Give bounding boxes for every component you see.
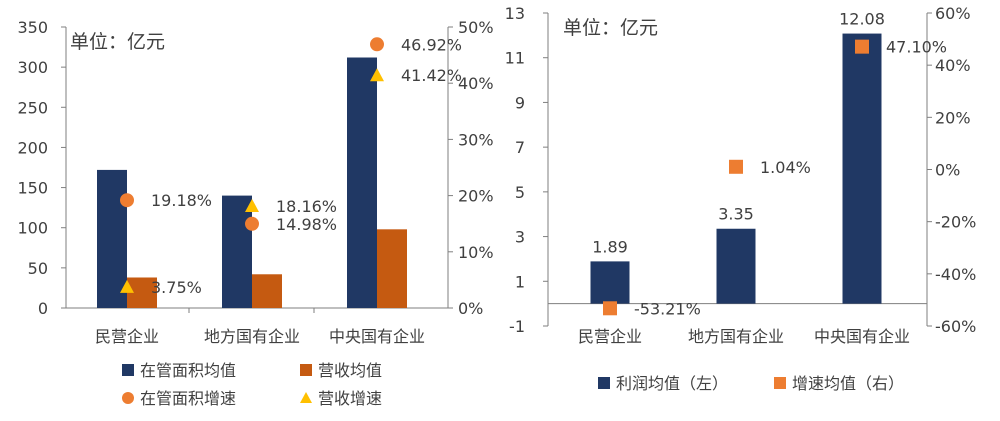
right-tick-label: 0% [935,161,960,180]
marker-1-1 [603,301,617,316]
marker-data-label: 46.92% [401,35,462,54]
marker-2-1 [120,279,134,293]
legend-label: 在管面积增速 [140,389,236,408]
right-tick-label: -40% [935,265,976,284]
left-tick-label: 3 [515,228,525,247]
marker-data-label: 47.10% [886,38,947,57]
marker-data-label: 18.16% [276,197,337,216]
right-tick-label: 60% [935,4,971,23]
left-tick-label: 7 [515,138,525,157]
legend-swatch [300,364,312,376]
marker-1-2 [729,159,743,174]
category-label: 中央国有企业 [329,327,425,346]
legend-swatch [300,392,312,403]
bar-1-1 [590,261,630,304]
left-tick-label: 50 [28,259,48,278]
legend-swatch [598,377,610,389]
bar-data-label: 12.08 [839,10,885,29]
left-tick-label: 100 [17,219,48,238]
right-tick-label: 40% [458,74,494,93]
bar-1-2 [716,228,756,304]
bar-1-2 [222,195,252,308]
bar-1-1 [97,169,127,308]
category-label: 民营企业 [578,327,642,346]
marker-1-3 [855,39,869,54]
right-tick-label: -20% [935,213,976,232]
unit-label: 单位：亿元 [563,17,658,39]
left-tick-label: 1 [515,272,525,291]
category-label: 地方国有企业 [688,327,784,346]
bar-2-2 [252,274,282,308]
right-tick-label: 20% [935,108,971,127]
legend-label: 营收均值 [318,361,382,380]
bar-data-label: 3.35 [718,205,754,224]
left-tick-label: 11 [505,49,525,68]
right-tick-label: 0% [458,299,483,318]
legend-label: 在管面积均值 [140,361,236,380]
marker-1-3 [370,37,384,52]
right-tick-label: 40% [935,56,971,75]
marker-data-label: 14.98% [276,215,337,234]
left-tick-label: -1 [509,317,525,336]
category-label: 地方国有企业 [204,327,300,346]
marker-data-label: 3.75% [151,278,202,297]
right-tick-label: 10% [458,243,494,262]
right-tick-label: 30% [458,130,494,149]
marker-data-label: 41.42% [401,66,462,85]
left-tick-label: 150 [17,179,48,198]
bar-data-label: 1.89 [592,237,628,256]
category-label: 民营企业 [95,327,159,346]
marker-data-label: -53.21% [634,299,701,318]
right-tick-label: 20% [458,187,494,206]
marker-2-2 [245,198,259,212]
left-tick-label: 9 [515,93,525,112]
left-tick-label: 0 [38,299,48,318]
bar-2-3 [377,229,407,308]
left-tick-label: 350 [17,18,48,37]
bar-1-3 [842,33,882,304]
legend-swatch [774,377,786,389]
left-tick-label: 5 [515,183,525,202]
left-tick-label: 300 [17,58,48,77]
category-label: 中央国有企业 [814,327,910,346]
legend-label: 增速均值（右） [792,374,904,393]
bar-1-3 [347,57,377,308]
legend-label: 利润均值（左） [616,374,728,393]
unit-label: 单位：亿元 [70,31,165,53]
legend-swatch [122,364,134,376]
marker-1-2 [245,216,259,231]
marker-data-label: 1.04% [760,158,811,177]
right-tick-label: -60% [935,317,976,336]
legend: 利润均值（左） 增速均值（右） [598,374,904,393]
left-tick-label: 200 [17,138,48,157]
right-tick-label: 50% [458,18,494,37]
marker-1-1 [120,193,134,208]
legend-label: 营收增速 [318,389,382,408]
left-tick-label: 250 [17,98,48,117]
marker-data-label: 19.18% [151,191,212,210]
legend-swatch [122,392,134,404]
chart-1: 0 50 100 150 200 250 300 350 0% 10% 20% 30% 40% 50% 民营… [17,18,493,408]
left-tick-label: 13 [505,4,525,23]
marker-2-3 [370,68,384,82]
